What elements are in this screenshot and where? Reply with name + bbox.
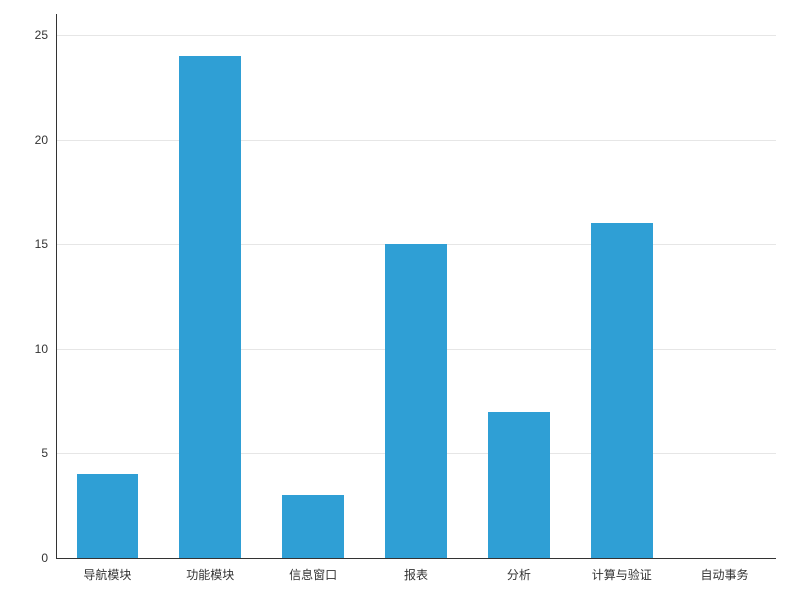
y-tick-label: 25 — [35, 28, 56, 42]
plot-area: 0510152025导航模块功能模块信息窗口报表分析计算与验证自动事务 — [56, 14, 776, 558]
x-tick-label: 自动事务 — [701, 558, 749, 583]
bar — [282, 495, 344, 558]
y-tick-label: 5 — [41, 446, 56, 460]
bar — [385, 244, 447, 558]
y-tick-label: 15 — [35, 237, 56, 251]
x-tick-label: 报表 — [404, 558, 428, 583]
bar — [591, 223, 653, 558]
x-tick-label: 导航模块 — [83, 558, 131, 583]
x-tick-label: 分析 — [507, 558, 531, 583]
x-tick-label: 信息窗口 — [289, 558, 337, 583]
y-tick-label: 0 — [41, 551, 56, 565]
x-tick-label: 功能模块 — [186, 558, 234, 583]
y-axis-line — [56, 14, 57, 558]
bar — [488, 412, 550, 558]
bar — [77, 474, 139, 558]
y-tick-label: 20 — [35, 133, 56, 147]
bar — [179, 56, 241, 558]
grid-line — [56, 140, 776, 141]
bar-chart: 0 5 10 15 20 25 导航模块 功能模块 信息窗口 报表 分析 计算与验证 自动事务 — [0, 0, 800, 600]
y-tick-label: 10 — [35, 342, 56, 356]
x-tick-label: 计算与验证 — [592, 558, 652, 583]
grid-line — [56, 35, 776, 36]
